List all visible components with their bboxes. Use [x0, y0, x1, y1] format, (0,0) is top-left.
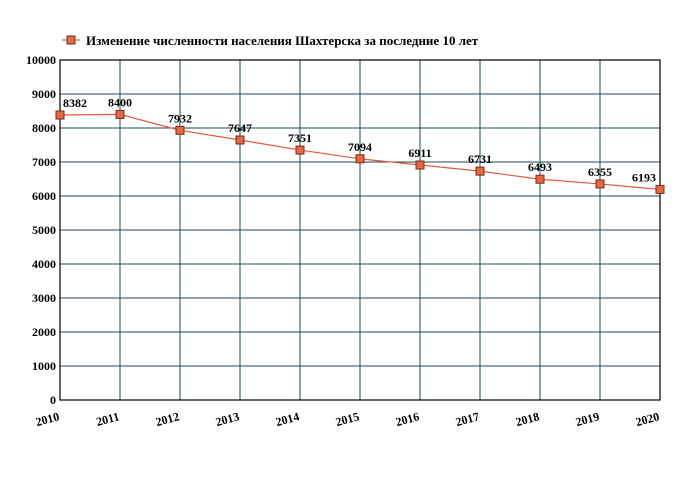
- data-point: [115, 109, 125, 119]
- data-point: [175, 125, 185, 135]
- y-tick-label: 8000: [32, 121, 56, 135]
- x-axis-ticks: 2010 2011 2012 2013 2014 2015 2016 2017 2018 2019…: [34, 409, 661, 429]
- y-tick-label: 3000: [32, 291, 56, 305]
- data-point: [535, 174, 545, 184]
- data-point: [295, 145, 305, 155]
- data-label: 7351: [288, 131, 312, 145]
- y-tick-label: 2000: [32, 325, 56, 339]
- y-tick-label: 4000: [32, 257, 56, 271]
- x-tick-label: 2013: [214, 409, 241, 429]
- grid: [59, 59, 661, 401]
- data-label: 6731: [468, 152, 492, 166]
- data-label: 6911: [408, 146, 431, 160]
- x-tick-label: 2012: [154, 409, 181, 429]
- y-tick-label: 1000: [32, 359, 56, 373]
- x-tick-label: 2016: [394, 409, 421, 429]
- data-label: 6493: [528, 160, 552, 174]
- y-axis-ticks: 0 1000 2000 3000 4000 5000 6000 7000 8000 9000 100…: [26, 53, 56, 407]
- x-tick-label: 2010: [34, 409, 61, 429]
- x-tick-label: 2011: [95, 409, 121, 429]
- data-point: [235, 135, 245, 145]
- x-tick-label: 2017: [454, 409, 481, 429]
- data-point: [655, 184, 665, 194]
- y-tick-label: 7000: [32, 155, 56, 169]
- data-label: 7647: [228, 121, 252, 135]
- data-labels: 8382 8400 7932 7647 7351 7094 6911 6731 6493 6355…: [63, 95, 656, 184]
- data-label: 6355: [588, 165, 612, 179]
- x-tick-label: 2014: [274, 409, 301, 429]
- legend-marker-swatch: [66, 35, 76, 45]
- x-tick-label: 2020: [634, 409, 661, 429]
- data-point: [55, 110, 65, 120]
- x-tick-label: 2018: [514, 409, 541, 429]
- plot-frame: [59, 59, 661, 401]
- legend: Изменение численности населения Шахтерск…: [62, 33, 479, 48]
- data-label: 8400: [108, 95, 132, 109]
- x-tick-label: 2019: [574, 409, 601, 429]
- data-label: 8382: [63, 96, 87, 110]
- data-label: 7094: [348, 140, 372, 154]
- data-point: [475, 166, 485, 176]
- y-tick-label: 0: [50, 393, 56, 407]
- legend-label: Изменение численности населения Шахтерск…: [86, 33, 479, 48]
- data-point: [595, 179, 605, 189]
- data-label: 7932: [168, 111, 192, 125]
- y-tick-label: 6000: [32, 189, 56, 203]
- y-tick-label: 10000: [26, 53, 56, 67]
- y-tick-label: 9000: [32, 87, 56, 101]
- series-population: [55, 109, 665, 194]
- data-point: [415, 160, 425, 170]
- x-tick-label: 2015: [334, 409, 361, 429]
- data-point: [355, 154, 365, 164]
- data-label: 6193: [632, 170, 656, 184]
- y-tick-label: 5000: [32, 223, 56, 237]
